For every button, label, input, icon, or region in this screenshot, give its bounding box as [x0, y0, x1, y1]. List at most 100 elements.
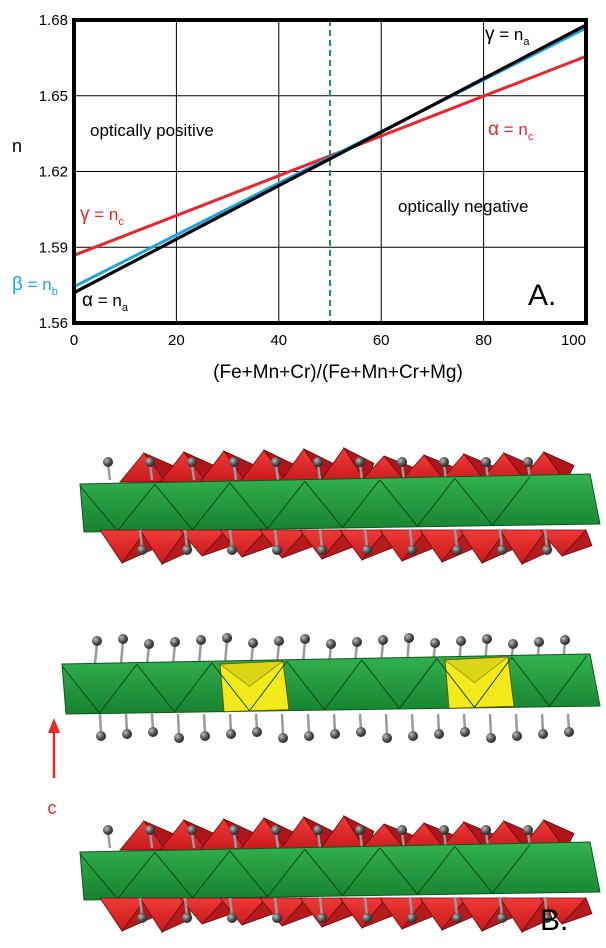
edge	[154, 852, 193, 899]
edge	[79, 485, 118, 532]
atom	[313, 457, 323, 467]
bond	[183, 897, 189, 917]
octahedral-sheet	[79, 841, 601, 901]
bond	[453, 897, 459, 917]
atom	[103, 457, 113, 467]
atom	[542, 913, 552, 923]
edge	[286, 661, 325, 710]
atom	[137, 545, 147, 555]
y-tick-labels: 1.56 1.59 1.62 1.65 1.68	[39, 12, 68, 332]
atom	[508, 639, 518, 649]
atom	[407, 913, 417, 923]
edge	[379, 479, 418, 527]
tot-layer-top	[79, 446, 601, 565]
edge	[136, 664, 175, 713]
atom	[317, 913, 327, 923]
atom	[452, 913, 462, 923]
line-label-1: α = nc	[488, 119, 534, 143]
atom	[187, 457, 197, 467]
bond	[98, 713, 103, 735]
edge	[379, 847, 418, 895]
edge	[229, 482, 268, 529]
bond	[318, 529, 324, 549]
c-axis-label: c	[48, 798, 57, 818]
atom	[170, 637, 180, 647]
atom	[330, 729, 340, 739]
atom	[274, 636, 284, 646]
atom	[382, 733, 392, 743]
edge	[79, 853, 118, 900]
y-tick-label-0: 1.56	[39, 315, 68, 332]
atom	[430, 638, 440, 648]
atom	[397, 457, 407, 467]
atom	[229, 457, 239, 467]
atom	[407, 545, 417, 555]
atom	[434, 729, 444, 739]
panel-a-label: A.	[528, 279, 556, 312]
c-axis-arrow	[48, 718, 60, 778]
bond	[540, 713, 545, 733]
line-label-4: α = na	[82, 290, 129, 314]
atom	[404, 633, 414, 643]
atom	[352, 637, 362, 647]
y-axis-label: n	[12, 136, 22, 156]
atom	[272, 913, 282, 923]
edge	[304, 849, 343, 896]
series-line-2	[73, 23, 587, 295]
atom	[271, 457, 281, 467]
atom	[122, 729, 132, 739]
bond	[202, 713, 207, 735]
atom	[144, 639, 154, 649]
atom	[182, 545, 192, 555]
bond	[363, 897, 369, 917]
bond	[273, 897, 279, 917]
atom	[534, 637, 544, 647]
edge	[324, 659, 363, 710]
x-tick-label-2: 40	[270, 332, 287, 349]
octahedral-sheet	[79, 473, 601, 533]
bond	[124, 713, 129, 733]
tot-layer-bottom	[79, 814, 601, 933]
edge	[511, 657, 550, 707]
x-tick-label-4: 80	[475, 332, 492, 349]
atom	[481, 825, 491, 835]
atom	[200, 731, 210, 741]
octahedral-sheet	[61, 653, 601, 715]
atom	[222, 633, 232, 643]
atom	[226, 729, 236, 739]
bond	[498, 897, 504, 917]
edge	[454, 846, 493, 894]
yellow-facet	[219, 660, 284, 687]
bond	[453, 529, 459, 549]
x-tick-label-0: 0	[70, 332, 78, 349]
atom	[227, 545, 237, 555]
atom	[145, 825, 155, 835]
atom	[248, 638, 258, 648]
atom	[304, 731, 314, 741]
bond	[183, 529, 189, 549]
edge	[417, 477, 456, 527]
atom	[512, 731, 522, 741]
edge	[361, 660, 400, 709]
x-tick-label-1: 20	[168, 332, 185, 349]
edge	[117, 483, 156, 532]
atom	[397, 825, 407, 835]
atom	[196, 635, 206, 645]
atom	[187, 825, 197, 835]
bond	[384, 713, 389, 737]
atom	[378, 635, 388, 645]
y-tick-label-4: 1.68	[39, 12, 68, 29]
atom	[486, 733, 496, 743]
bond	[228, 897, 234, 917]
atom	[137, 913, 147, 923]
edge	[417, 845, 456, 895]
atom	[439, 825, 449, 835]
edge	[474, 656, 513, 708]
bond	[197, 641, 203, 665]
bond	[273, 529, 279, 549]
bond	[228, 529, 234, 549]
atom	[542, 545, 552, 555]
line-labels: γ = na α = nc γ = nc β = nb α = na	[12, 24, 534, 314]
atom	[118, 634, 128, 644]
bond	[514, 713, 519, 735]
